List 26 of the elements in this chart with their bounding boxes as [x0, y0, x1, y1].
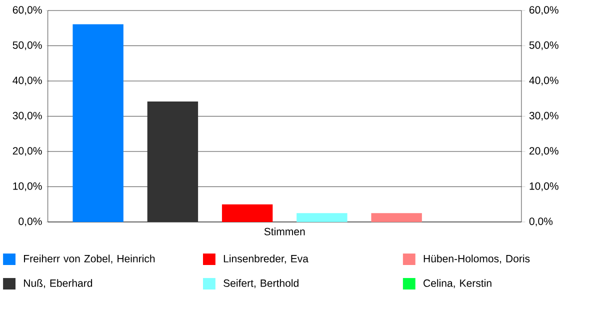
y-tick-label: 10,0%	[13, 182, 42, 192]
legend-label: Hüben-Holomos, Doris	[424, 254, 530, 264]
bar	[296, 213, 348, 222]
y-tick-label: 60,0%	[12, 6, 42, 15]
legend-label: Seifert, Berthold	[224, 279, 298, 288]
text: 50,0%	[529, 41, 558, 50]
text: 0,0%	[529, 218, 553, 226]
legend-label: Nuß, Eberhard	[24, 279, 92, 288]
y-tick-label: 30,0%	[12, 112, 42, 121]
y-tick-label: 40,0%	[12, 76, 42, 86]
bar	[72, 24, 124, 222]
bar	[222, 204, 273, 222]
text: 40,0%	[529, 76, 558, 86]
text: 20,0%	[529, 147, 558, 156]
text: 10,0%	[530, 182, 558, 192]
legend-label: Linsenbreder, Eva	[224, 254, 308, 264]
bar	[147, 101, 198, 222]
text: 30,0%	[529, 112, 558, 121]
y-tick-label: 0,0%	[18, 218, 42, 226]
y-tick-label: 50,0%	[12, 41, 42, 50]
legend-label: Celina, Kerstin	[424, 279, 492, 288]
text: 60,0%	[529, 6, 558, 15]
bar	[371, 213, 422, 222]
legend-label: Freiherr von Zobel, Heinrich	[24, 254, 155, 264]
x-tick-label: Stimmen	[264, 228, 305, 236]
y-tick-label: 20,0%	[12, 147, 42, 156]
